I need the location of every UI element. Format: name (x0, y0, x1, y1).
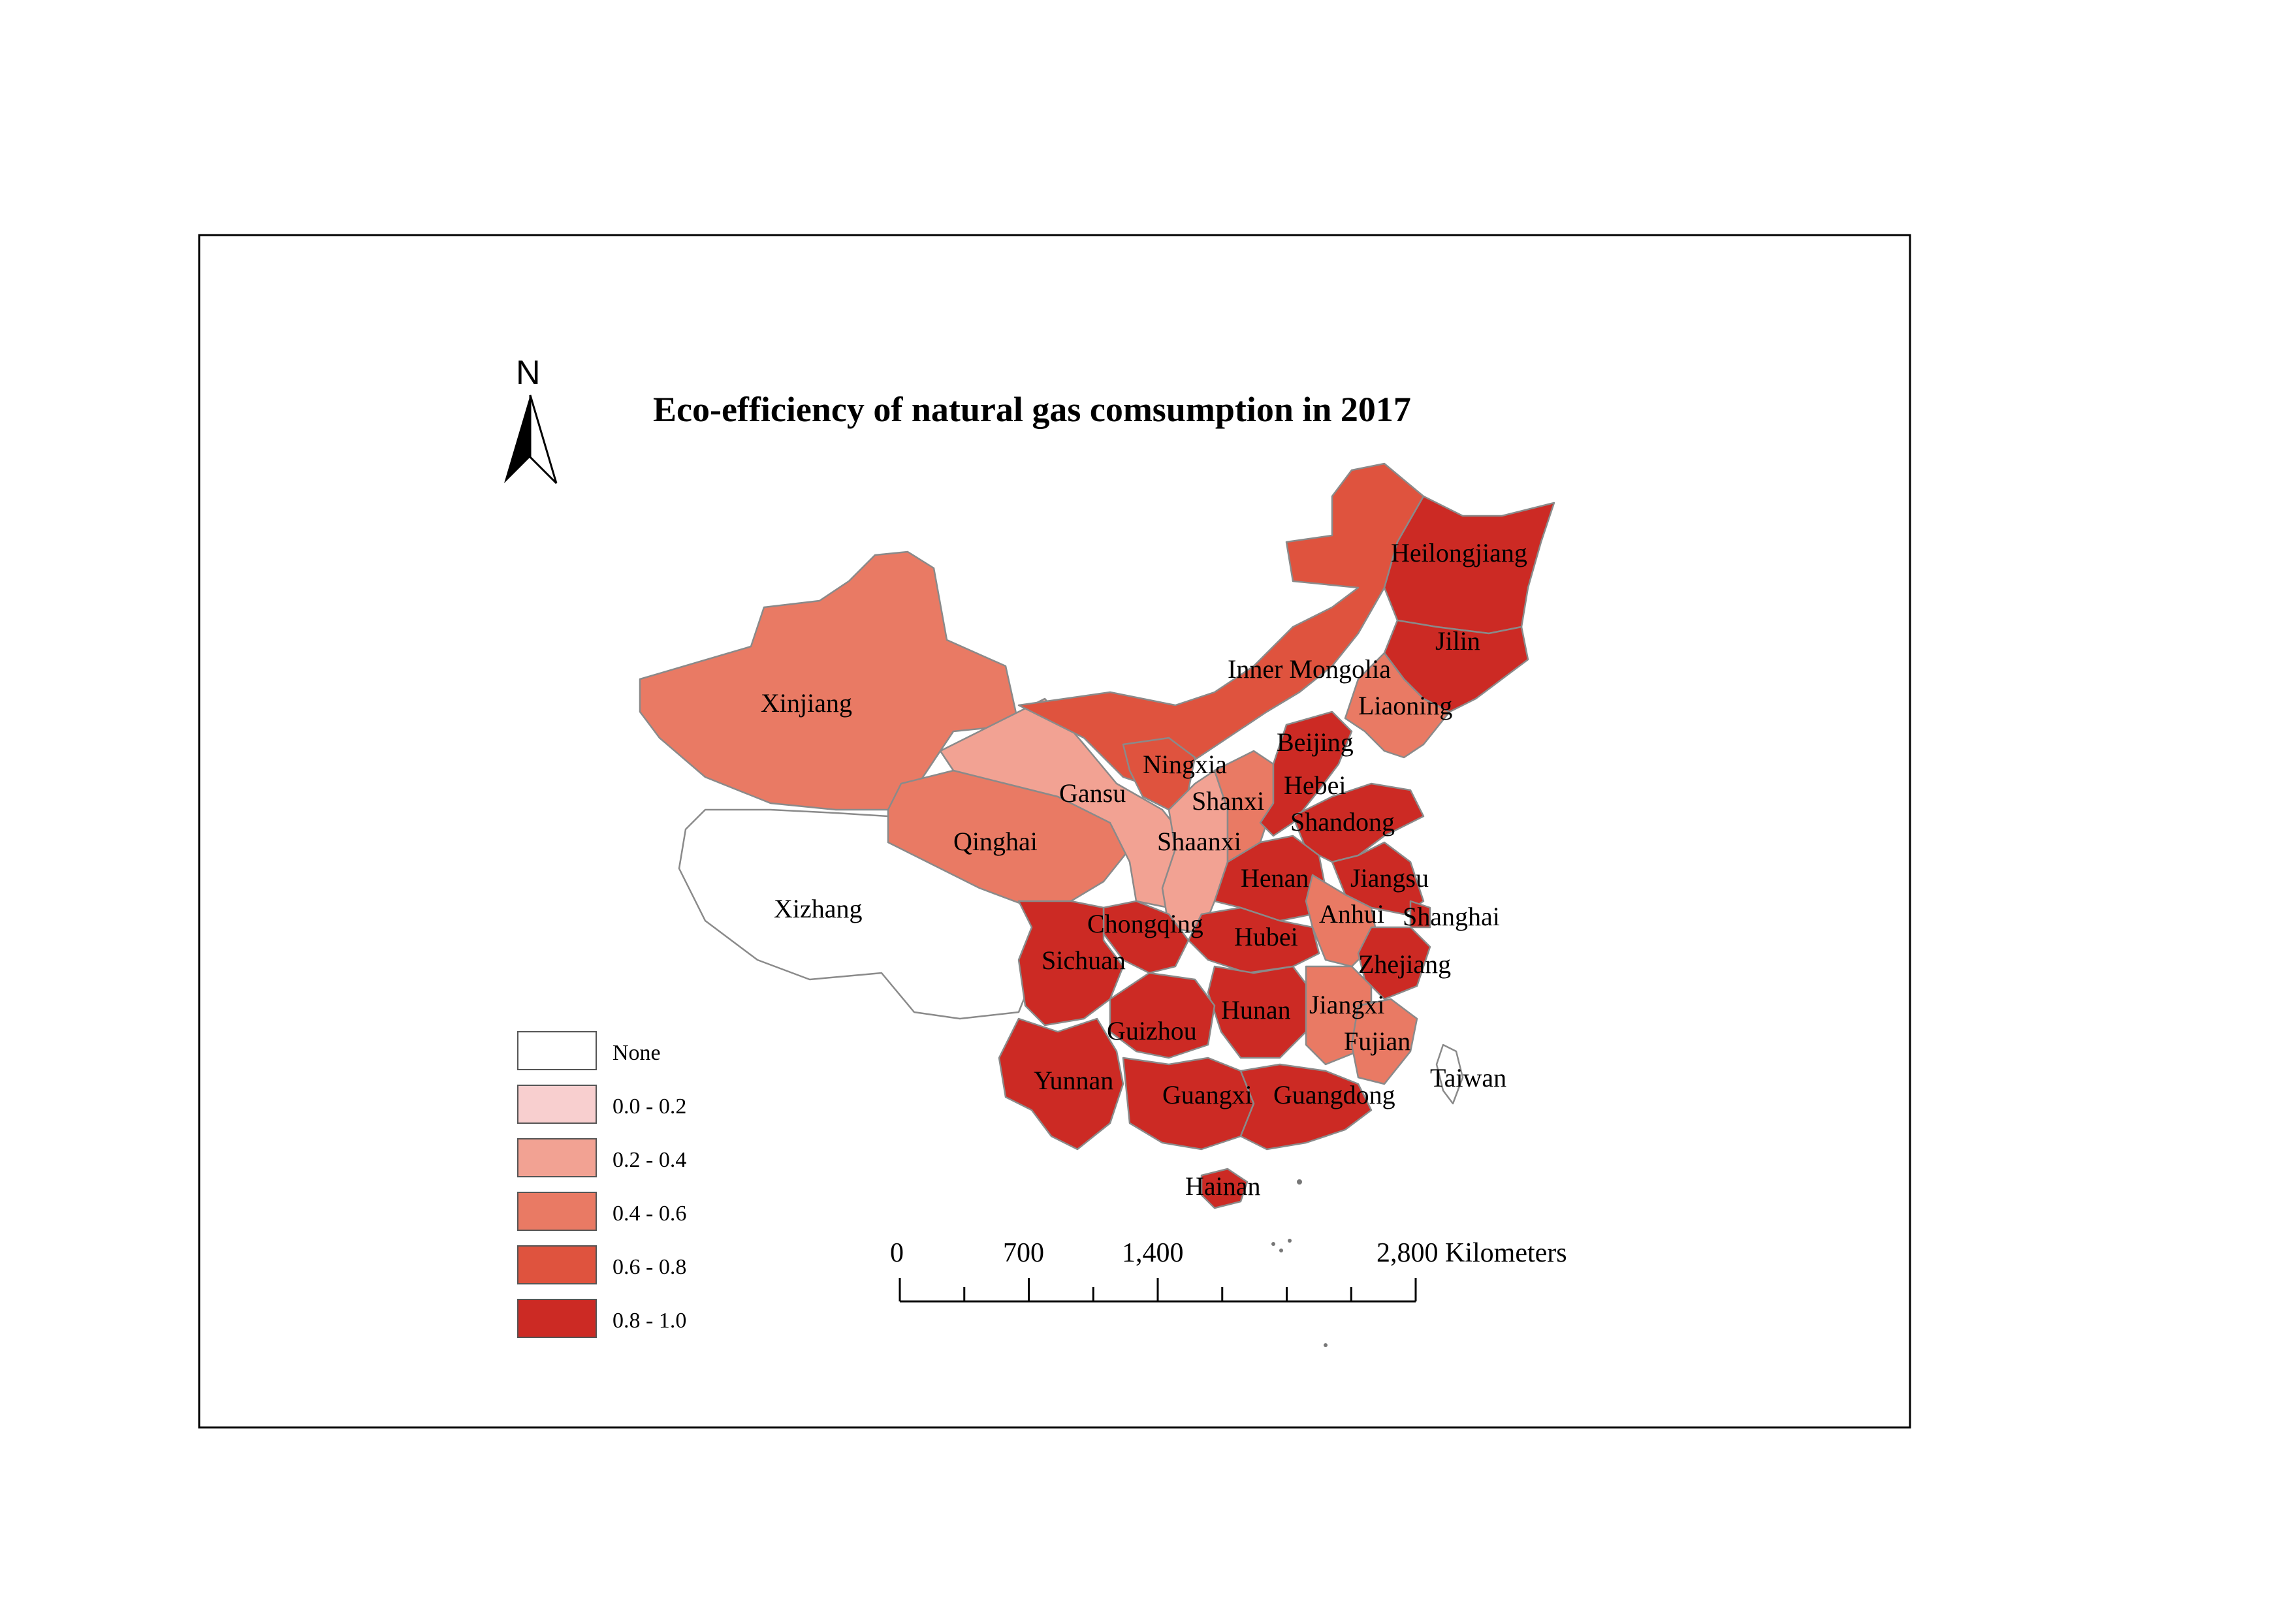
region-chongqing[interactable] (1102, 900, 1190, 974)
label-shaanxi: Shaanxi (1157, 827, 1241, 856)
region-yunnan[interactable] (998, 1017, 1124, 1151)
legend-swatch-none (517, 1031, 597, 1070)
legend-label-0-2-0-4: 0.2 - 0.4 (613, 1148, 686, 1172)
region-guizhou[interactable] (1109, 972, 1216, 1059)
label-fujian: Fujian (1344, 1027, 1410, 1056)
region-shanghai[interactable] (1409, 900, 1431, 929)
label-shanxi: Shanxi (1192, 786, 1264, 816)
island-dot (1288, 1239, 1292, 1243)
scale-label-1400: 1,400 (1122, 1238, 1184, 1268)
region-guangdong[interactable] (1239, 1063, 1373, 1151)
legend-swatch-0-2-0-4 (517, 1138, 597, 1177)
scale-label-0: 0 (890, 1238, 904, 1268)
scale-bar: 0 700 1,400 2,800 Kilometers (890, 1238, 1567, 1303)
label-henan: Henan (1241, 863, 1309, 893)
label-guangdong: Guangdong (1273, 1080, 1395, 1109)
scale-label-700: 700 (1003, 1238, 1044, 1268)
label-shandong: Shandong (1290, 807, 1395, 836)
island-dot (1271, 1242, 1275, 1246)
label-qinghai: Qinghai (953, 827, 1038, 856)
island-dot (1324, 1343, 1328, 1347)
label-shanghai: Shanghai (1403, 902, 1500, 931)
legend-swatch-0-8-1-0 (517, 1299, 597, 1338)
label-guangxi: Guangxi (1162, 1080, 1252, 1109)
label-jilin: Jilin (1435, 626, 1480, 656)
label-anhui: Anhui (1319, 899, 1384, 929)
legend-swatch-0-0-2 (517, 1085, 597, 1124)
label-jiangsu: Jiangsu (1350, 863, 1429, 893)
label-sichuan: Sichuan (1042, 946, 1126, 975)
label-yunnan: Yunnan (1034, 1066, 1113, 1095)
legend-label-0-4-0-6: 0.4 - 0.6 (613, 1202, 686, 1226)
scale-label-2800: 2,800 Kilometers (1377, 1238, 1567, 1268)
legend: None 0.0 - 0.2 0.2 - 0.4 0.4 - 0.6 0.6 -… (517, 1031, 686, 1338)
label-beijing: Beijing (1277, 727, 1354, 757)
region-liaoning[interactable] (1344, 652, 1451, 759)
island-dot (1297, 1179, 1302, 1185)
label-taiwan: Taiwan (1430, 1063, 1506, 1092)
label-zhejiang: Zhejiang (1358, 949, 1451, 979)
label-xinjiang: Xinjiang (761, 688, 852, 718)
north-arrow-right-icon (529, 394, 558, 485)
region-hainan[interactable] (1200, 1168, 1249, 1209)
province-labels: Heilongjiang Jilin Inner Mongolia Liaoni… (761, 538, 1527, 1201)
region-hebei[interactable] (1259, 710, 1353, 837)
region-hunan[interactable] (1207, 965, 1314, 1059)
region-taiwan[interactable] (1435, 1043, 1464, 1105)
region-inner-mongolia[interactable] (1017, 462, 1425, 791)
label-guizhou: Guizhou (1107, 1016, 1197, 1045)
label-chongqing: Chongqing (1087, 909, 1203, 938)
scale-ticks (899, 1278, 1417, 1301)
legend-label-none: None (613, 1041, 661, 1065)
north-arrow: N (504, 354, 558, 485)
legend-label-0-0-2: 0.0 - 0.2 (613, 1094, 686, 1119)
label-ningxia: Ningxia (1143, 750, 1227, 779)
region-xinjiang[interactable] (639, 550, 1020, 811)
label-hunan: Hunan (1221, 995, 1291, 1025)
region-hubei[interactable] (1187, 906, 1320, 974)
label-hebei: Hebei (1284, 771, 1346, 800)
north-arrow-left-icon (504, 395, 530, 483)
label-jiangxi: Jiangxi (1309, 990, 1385, 1019)
label-hubei: Hubei (1234, 922, 1298, 951)
legend-swatch-0-4-0-6 (517, 1192, 597, 1231)
label-gansu: Gansu (1059, 778, 1126, 808)
island-dot (1279, 1249, 1283, 1252)
region-fujian[interactable] (1350, 998, 1418, 1085)
legend-swatch-0-6-0-8 (517, 1245, 597, 1284)
region-sichuan[interactable] (1017, 900, 1124, 1027)
region-zhejiang[interactable] (1357, 926, 1431, 1000)
label-xizhang: Xizhang (774, 894, 863, 923)
north-label: N (516, 354, 541, 392)
province-layer (639, 462, 1555, 1347)
map-title: Eco-efficiency of natural gas comsumptio… (653, 390, 1411, 429)
legend-label-0-8-1-0: 0.8 - 1.0 (613, 1309, 686, 1333)
label-heilongjiang: Heilongjiang (1391, 538, 1527, 567)
label-liaoning: Liaoning (1358, 691, 1452, 720)
legend-label-0-6-0-8: 0.6 - 0.8 (613, 1255, 686, 1279)
label-hainan: Hainan (1185, 1171, 1261, 1201)
label-inner-mongolia: Inner Mongolia (1228, 654, 1391, 684)
